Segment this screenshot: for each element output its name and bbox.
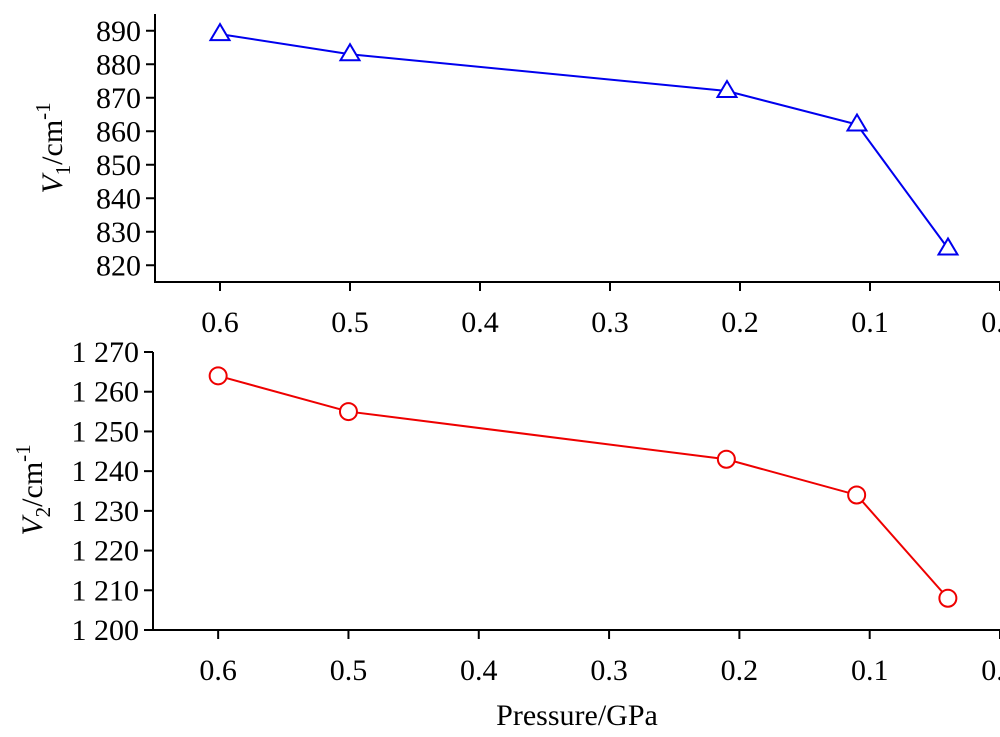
- data-point-circle: [847, 485, 867, 505]
- x-tick-label: 0.6: [199, 654, 237, 687]
- data-point-triangle: [208, 22, 232, 42]
- x-tick-label: 0.2: [721, 654, 759, 687]
- x-tick-label: 0.3: [590, 654, 628, 687]
- data-point-circle: [938, 588, 958, 608]
- y-tick-label: 1 200: [72, 614, 140, 647]
- y-tick-label: 860: [96, 115, 141, 148]
- y-axis-subscript: 2: [31, 507, 55, 518]
- y-tick-label: 1 240: [72, 455, 140, 488]
- x-tick-label: 0.1: [851, 306, 889, 339]
- y-tick-label: 850: [96, 149, 141, 182]
- panel-v2: 1 200 1 210 1 220 1 230 1 240 1 250 1 260 1 270…: [11, 336, 1000, 732]
- x-tick-label: 0.5: [330, 654, 368, 687]
- y-axis-unit: /cm: [16, 462, 49, 507]
- y-axis-title: V1/cm-1: [31, 102, 75, 193]
- y-tick-label: 1 230: [72, 495, 140, 528]
- y-tick-label: 820: [96, 249, 141, 282]
- y-axis-exponent: -1: [11, 444, 35, 462]
- x-tick-label: 0.0: [981, 654, 1000, 687]
- y-tick-label: 1 270: [72, 336, 140, 369]
- x-tick-label: 0.5: [331, 306, 369, 339]
- x-tick-label: 0.1: [851, 654, 889, 687]
- x-axis-title: Pressure/GPa: [496, 699, 658, 732]
- y-tick-label: 1 260: [72, 376, 140, 409]
- data-point-triangle: [936, 236, 960, 256]
- data-point-triangle: [715, 79, 739, 99]
- data-point-circle: [208, 366, 228, 386]
- y-tick-label: 1 210: [72, 574, 140, 607]
- y-tick-label: 1 250: [72, 415, 140, 448]
- y-tick-label: 1 220: [72, 535, 140, 568]
- data-point-triangle: [338, 42, 362, 62]
- y-axis-symbol: V: [16, 514, 49, 536]
- data-point-circle: [338, 402, 358, 422]
- y-tick-label: 840: [96, 182, 141, 215]
- y-axis-unit: /cm: [36, 120, 69, 165]
- x-tick-label: 0.0: [981, 306, 1000, 339]
- x-tick-label: 0.4: [460, 654, 498, 687]
- data-point-triangle: [845, 112, 869, 132]
- y-tick-label: 880: [96, 48, 141, 81]
- x-tick-label: 0.2: [721, 306, 759, 339]
- data-point-circle: [716, 449, 736, 469]
- y-tick-label: 890: [96, 15, 141, 48]
- y-tick-label: 870: [96, 82, 141, 115]
- series-line: [219, 33, 949, 250]
- y-axis-exponent: -1: [31, 102, 55, 120]
- x-tick-label: 0.6: [201, 306, 239, 339]
- series-line: [217, 374, 949, 599]
- x-tick-label: 0.3: [591, 306, 629, 339]
- x-tick-label: 0.4: [461, 306, 499, 339]
- y-axis-subscript: 1: [51, 165, 75, 176]
- y-axis-title: V2/cm-1: [11, 444, 55, 535]
- y-axis-symbol: V: [36, 172, 69, 194]
- y-tick-label: 830: [96, 216, 141, 249]
